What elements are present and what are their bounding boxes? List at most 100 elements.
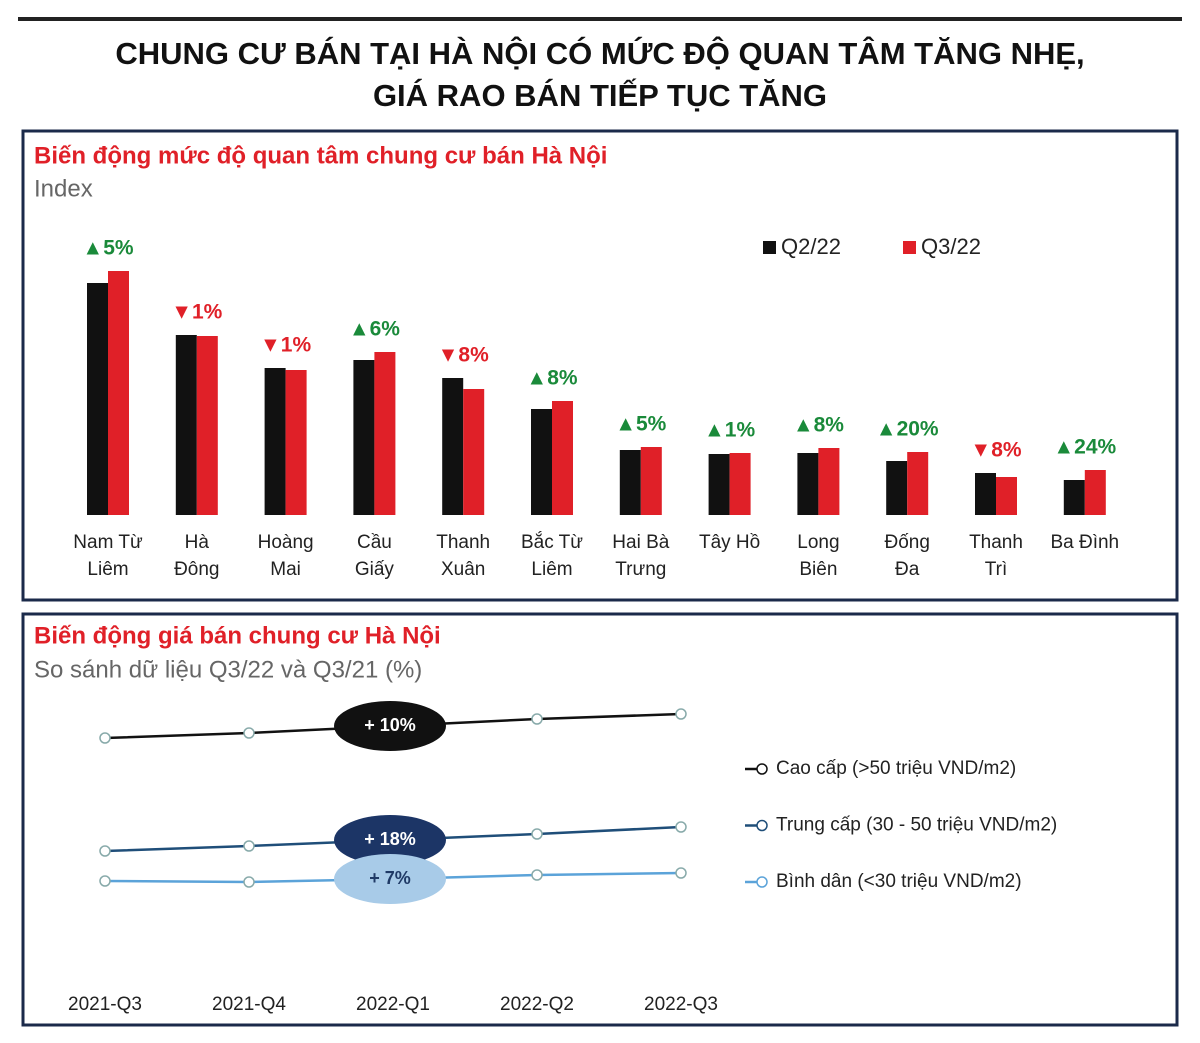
point (531, 869, 543, 881)
chart-title: Biến động giá bán chung cư Hà Nội (34, 622, 441, 649)
change-label: ▲8% (793, 414, 844, 437)
x-tick-label: Trưng (615, 559, 666, 580)
change-label: ▲8% (526, 367, 577, 390)
bar (442, 378, 464, 515)
x-tick-label: Mai (270, 559, 301, 580)
legend-label: Q2/22 (781, 234, 841, 259)
bar (975, 473, 996, 515)
point (99, 732, 111, 744)
change-badge (334, 701, 446, 751)
bar (1084, 470, 1106, 515)
point (243, 727, 255, 739)
page-title: GIÁ RAO BÁN TIẾP TỤC TĂNG (373, 78, 827, 113)
bar (886, 461, 908, 515)
point (531, 713, 543, 725)
x-tick-label: 2022-Q1 (356, 994, 430, 1015)
bar (640, 447, 662, 515)
x-tick-label: Liêm (531, 559, 572, 580)
change-label: + 18% (364, 829, 416, 849)
change-label: + 7% (369, 868, 411, 888)
change-label: + 10% (364, 715, 416, 735)
bar (285, 370, 307, 515)
bar (1063, 480, 1085, 515)
x-tick-label: Nam Từ (73, 532, 143, 553)
bar (797, 453, 819, 515)
bar (996, 477, 1017, 515)
x-tick-label: Long (797, 532, 839, 553)
bar (87, 283, 108, 515)
bar (552, 401, 573, 515)
bar (619, 450, 641, 515)
x-tick-label: Ba Đình (1050, 532, 1119, 553)
point (675, 867, 687, 879)
point (675, 708, 687, 720)
point (99, 845, 111, 857)
bar (729, 453, 751, 515)
x-tick-label: Tây Hồ (699, 532, 760, 553)
legend-label: Cao cấp (>50 triệu VND/m2) (776, 758, 1016, 779)
bar (196, 336, 218, 515)
change-label: ▲5% (82, 237, 133, 260)
x-tick-label: Giấy (355, 559, 395, 580)
point (243, 876, 255, 888)
chart-title: Biến động mức độ quan tâm chung cư bán H… (34, 142, 607, 169)
legend-marker (756, 763, 768, 775)
chart-subtitle: Index (34, 175, 93, 202)
legend-label: Bình dân (<30 triệu VND/m2) (776, 871, 1022, 892)
change-badge (334, 815, 446, 865)
change-label: ▲1% (704, 419, 755, 442)
change-label: ▼1% (171, 301, 222, 324)
bar (463, 389, 485, 515)
legend-label: Q3/22 (921, 234, 981, 259)
x-tick-label: Hai Bà (612, 532, 669, 553)
x-tick-label: Bắc Từ (521, 531, 583, 553)
x-tick-label: Đông (174, 559, 219, 580)
x-tick-label: 2021-Q3 (68, 994, 142, 1015)
x-tick-label: Đa (895, 559, 920, 580)
bar (818, 448, 840, 515)
bar (531, 409, 552, 515)
change-label: ▼8% (438, 344, 489, 367)
page-title: CHUNG CƯ BÁN TẠI HÀ NỘI CÓ MỨC ĐỘ QUAN T… (115, 35, 1084, 71)
bar (708, 454, 730, 515)
x-tick-label: Hoàng (258, 532, 314, 553)
change-label: ▼8% (970, 439, 1021, 462)
point (243, 840, 255, 852)
x-tick-label: Biên (799, 559, 837, 580)
legend-swatch (763, 241, 776, 254)
bar (175, 335, 197, 515)
change-label: ▲24% (1053, 436, 1116, 459)
x-tick-label: Thanh (436, 532, 490, 553)
x-tick-label: Thanh (969, 532, 1023, 553)
x-tick-label: Đống (884, 532, 929, 553)
legend-marker (756, 876, 768, 888)
bar (264, 368, 286, 515)
bar (374, 352, 396, 515)
change-label: ▲20% (876, 418, 939, 441)
bar (353, 360, 375, 515)
x-tick-label: Xuân (441, 559, 485, 580)
x-tick-label: 2022-Q2 (500, 994, 574, 1015)
change-label: ▼1% (260, 334, 311, 357)
x-tick-label: Trì (985, 559, 1008, 580)
legend-marker (756, 819, 768, 832)
change-badge (334, 854, 446, 904)
x-tick-label: 2022-Q3 (644, 994, 718, 1015)
panel (21, 129, 1179, 602)
legend-swatch (903, 241, 916, 254)
point (675, 821, 687, 833)
legend-label: Trung cấp (30 - 50 triệu VND/m2) (776, 815, 1057, 836)
x-tick-label: Liêm (87, 559, 128, 580)
point (531, 828, 543, 840)
x-tick-label: Hà (185, 532, 210, 553)
bar (108, 271, 129, 515)
x-tick-label: Cầu (357, 532, 392, 553)
point (99, 875, 111, 887)
chart-subtitle: So sánh dữ liệu Q3/22 và Q3/21 (%) (34, 656, 422, 683)
panel (21, 612, 1179, 1027)
change-label: ▲6% (349, 318, 400, 341)
change-label: ▲5% (615, 413, 666, 436)
bar (907, 452, 929, 515)
x-tick-label: 2021-Q4 (212, 994, 286, 1015)
